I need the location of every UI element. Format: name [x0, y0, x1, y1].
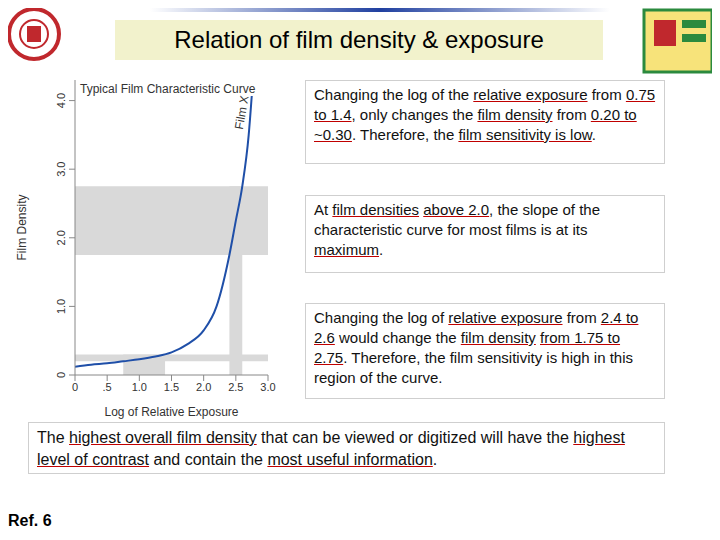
svg-text:4.0: 4.0 [55, 93, 67, 108]
svg-text:3.0: 3.0 [55, 162, 67, 177]
svg-text:1.5: 1.5 [164, 381, 179, 393]
svg-text:Film Density: Film Density [15, 194, 29, 260]
html-text:Typical Film Characteristic Cu: Typical Film Characteristic Curve [80, 82, 256, 96]
html-text:The highest overall film densi: The highest overall film density that ca… [37, 429, 625, 468]
svg-text:1.0: 1.0 [132, 381, 147, 393]
svg-text:0: 0 [72, 381, 78, 393]
svg-text:2.0: 2.0 [55, 230, 67, 245]
html-text:Relation of film density & exp: Relation of film density & exposure [174, 26, 544, 53]
html-text:Changing the log of the relati: Changing the log of the relative exposur… [314, 86, 656, 143]
svg-text:0: 0 [55, 372, 67, 378]
svg-text:2.0: 2.0 [196, 381, 211, 393]
html-text:Ref. 6: Ref. 6 [8, 512, 52, 529]
html-text:At film densities above 2.0, t: At film densities above 2.0, the slope o… [314, 201, 600, 238]
html-text:Changing the log of relative e: Changing the log of relative exposure fr… [314, 309, 639, 386]
html-text:Film X: Film X [232, 94, 252, 131]
svg-text:3.0: 3.0 [260, 381, 275, 393]
svg-text:1.0: 1.0 [55, 299, 67, 314]
html-text:maximum.: maximum. [314, 241, 384, 258]
svg-text:2.5: 2.5 [228, 381, 243, 393]
svg-text:Log of Relative Exposure: Log of Relative Exposure [104, 405, 238, 419]
svg-text:.5: .5 [103, 381, 112, 393]
